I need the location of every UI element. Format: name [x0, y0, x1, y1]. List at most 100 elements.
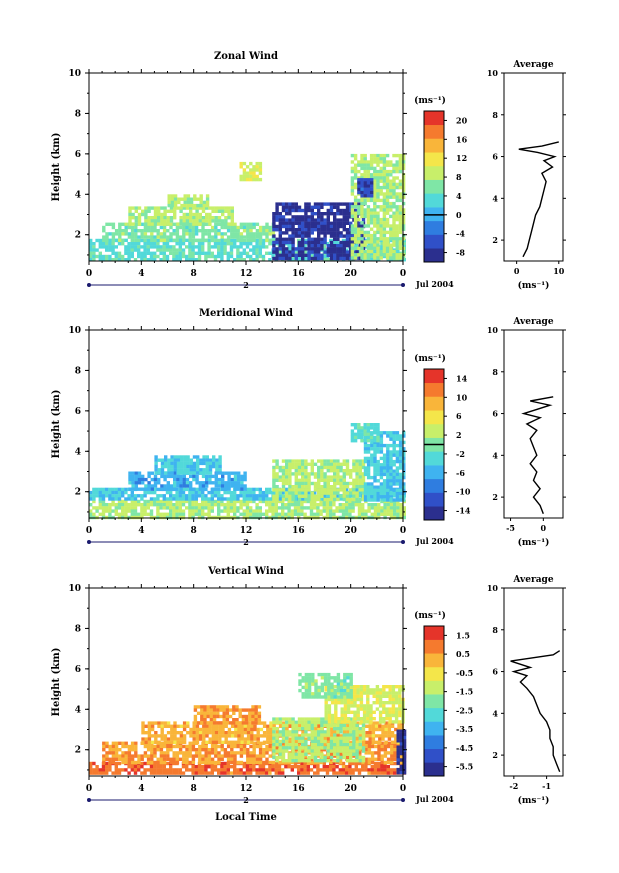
heat-cell: [360, 198, 364, 203]
heat-cell: [395, 205, 399, 209]
heat-cell: [201, 748, 205, 752]
heat-cell: [173, 481, 177, 485]
heat-cell: [307, 234, 311, 238]
heat-cell: [233, 238, 237, 243]
heat-cell: [341, 506, 346, 510]
heat-cell: [275, 253, 279, 257]
heat-cell: [140, 771, 144, 775]
heat-cell: [101, 503, 106, 507]
heat-cell: [239, 490, 243, 495]
profile-title: Average: [512, 60, 553, 70]
heat-cell: [268, 232, 272, 236]
heat-cell: [398, 253, 403, 257]
heat-cell: [325, 765, 330, 769]
heat-cell: [357, 233, 361, 238]
heat-cell: [153, 219, 158, 223]
heat-cell: [176, 206, 180, 210]
heat-cell: [211, 481, 215, 485]
heat-cell: [239, 254, 243, 259]
heat-cell: [294, 472, 298, 476]
heat-cell: [373, 169, 377, 174]
heat-cell: [95, 771, 99, 775]
heat-cell: [369, 221, 374, 225]
heat-cell: [137, 471, 142, 475]
heat-cell: [355, 721, 360, 725]
heat-cell: [376, 182, 380, 187]
heat-cell: [195, 212, 199, 217]
heat-cell: [108, 744, 112, 749]
heat-cell: [185, 487, 189, 492]
heat-cell: [323, 481, 327, 486]
heat-cell: [111, 503, 115, 507]
heat-cell: [198, 222, 202, 226]
heat-cell: [262, 229, 266, 233]
heat-cell: [386, 498, 390, 502]
heat-cell: [291, 491, 295, 495]
heat-cell: [364, 760, 368, 765]
heat-cell: [202, 468, 206, 472]
heat-cell: [162, 771, 166, 775]
heat-cell: [258, 506, 262, 510]
heat-cell: [294, 208, 298, 213]
heat-cell: [173, 216, 177, 220]
heat-cell: [339, 475, 343, 479]
heat-cell: [392, 214, 396, 219]
heat-cell: [242, 509, 246, 513]
heat-cell: [371, 731, 376, 735]
colorbar-band: [424, 124, 444, 139]
x-tick-label: 16: [292, 269, 305, 279]
heat-cell: [130, 497, 134, 501]
heat-cell: [398, 485, 403, 489]
heat-cell: [345, 472, 350, 476]
heat-cell: [194, 490, 198, 495]
heat-cell: [373, 230, 377, 235]
heat-cell: [398, 157, 403, 161]
heat-cell: [398, 163, 403, 167]
heat-cell: [357, 509, 362, 513]
heat-cell: [210, 757, 215, 761]
heat-cell: [395, 479, 400, 483]
heat-cell: [101, 499, 106, 504]
heat-cell: [182, 724, 187, 728]
heat-cell: [185, 254, 189, 259]
heat-cell: [210, 771, 214, 775]
heat-cell: [150, 487, 154, 491]
heat-cell: [165, 258, 170, 262]
heat-cell: [159, 512, 163, 516]
heat-cell: [150, 238, 154, 242]
heat-cell: [317, 218, 321, 222]
heat-cell: [162, 229, 167, 233]
heat-cell: [389, 472, 393, 477]
heat-cell: [313, 228, 318, 232]
heat-cell: [226, 744, 231, 749]
heat-cell: [101, 494, 106, 498]
heat-cell: [369, 243, 374, 247]
heat-cell: [293, 494, 298, 498]
heat-cell: [255, 245, 259, 249]
heat-cell: [163, 222, 167, 226]
heat-cell: [146, 225, 151, 230]
heat-cell: [317, 247, 321, 251]
heat-cell: [272, 465, 276, 470]
heat-cell: [401, 237, 406, 241]
heat-cell: [197, 509, 202, 513]
heat-cell: [379, 166, 383, 171]
heat-cell: [185, 744, 189, 749]
heat-cell: [195, 727, 200, 732]
heat-cell: [143, 242, 147, 246]
heat-cell: [369, 153, 374, 158]
heat-cell: [389, 227, 393, 231]
heat-cell: [339, 240, 343, 245]
heat-cell: [379, 469, 384, 473]
heat-cell: [189, 481, 193, 485]
heat-cell: [169, 512, 173, 516]
heat-cell: [373, 506, 378, 510]
heat-cell: [165, 499, 170, 504]
colorbar-tick-label: -2: [456, 449, 465, 459]
heat-cell: [361, 488, 366, 492]
heat-cell: [285, 494, 289, 498]
heat-cell: [392, 233, 396, 238]
heat-cell: [373, 469, 377, 473]
heat-cell: [393, 506, 397, 510]
heat-cell: [134, 744, 138, 749]
